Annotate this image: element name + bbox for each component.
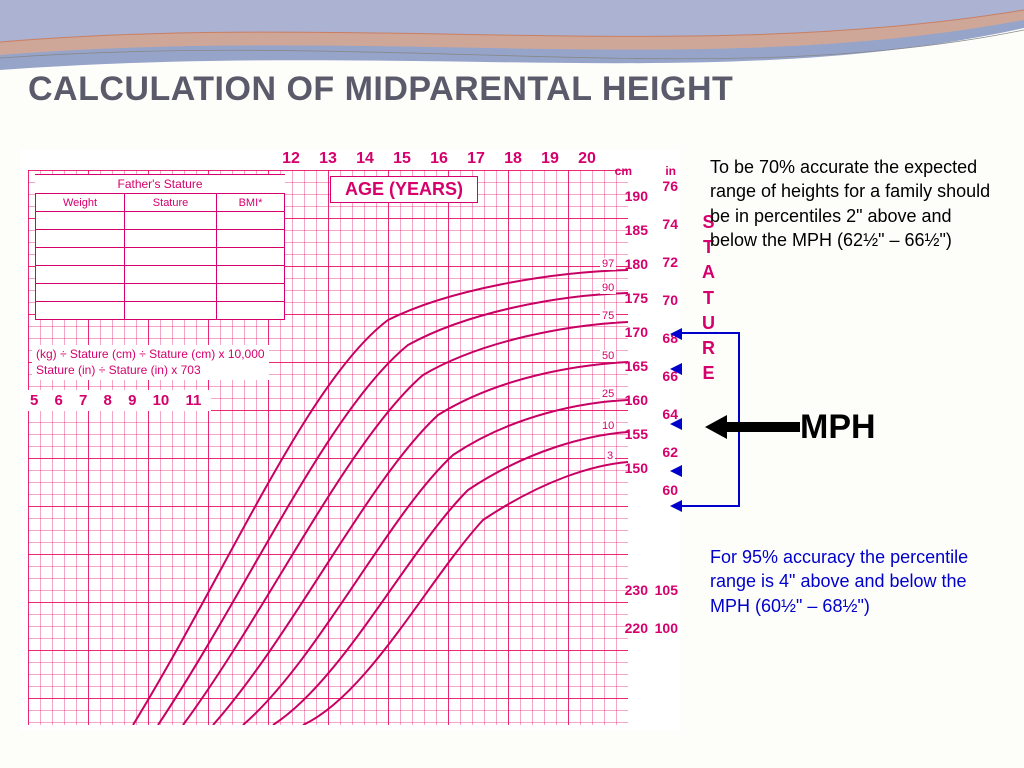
col-bmi: BMI*	[217, 194, 285, 212]
bracket-arrow-bottom	[670, 500, 682, 512]
col-stature: Stature	[125, 194, 217, 212]
lower-age-ticks: 5 6 7 8 9 10 11	[20, 390, 211, 411]
bracket-arrow-icon	[670, 363, 682, 375]
table-row	[36, 302, 285, 320]
cm-tick-lower: 220	[625, 620, 648, 636]
pct-label-50: 50	[600, 350, 616, 362]
cm-tick: 180	[625, 256, 648, 272]
cm-unit-label: cm	[615, 164, 632, 178]
in-tick: 60	[662, 482, 678, 498]
bracket-arrow-icon	[670, 465, 682, 477]
bmi-formula: (kg) ÷ Stature (cm) ÷ Stature (cm) x 10,…	[32, 345, 269, 380]
table-title: Father's Stature	[35, 174, 285, 193]
in-tick: 76	[662, 178, 678, 194]
cm-tick: 150	[625, 460, 648, 476]
cm-tick: 175	[625, 290, 648, 306]
pct-label-3: 3	[605, 450, 615, 462]
col-weight: Weight	[36, 194, 125, 212]
mph-label: MPH	[800, 408, 876, 447]
pct-label-10: 10	[600, 420, 616, 432]
pct-label-97: 97	[600, 258, 616, 270]
pct-label-90: 90	[600, 282, 616, 294]
table-row	[36, 284, 285, 302]
in-tick: 74	[662, 216, 678, 232]
bracket-arrow-top	[670, 328, 682, 340]
table-row	[36, 212, 285, 230]
growth-chart: 12 13 14 15 16 17 18 19 20 AGE (YEARS) 9…	[20, 150, 680, 730]
table-row	[36, 248, 285, 266]
slide-title: CALCULATION OF MIDPARENTAL HEIGHT	[28, 70, 733, 109]
table-row	[36, 230, 285, 248]
cm-tick: 165	[625, 358, 648, 374]
formula-line-2: Stature (in) ÷ Stature (in) x 703	[36, 363, 265, 379]
in-tick-lower: 100	[655, 620, 678, 636]
cm-tick: 160	[625, 392, 648, 408]
pct-label-75: 75	[600, 310, 616, 322]
note-70pct: To be 70% accurate the expected range of…	[710, 155, 1000, 252]
cm-tick-lower: 230	[625, 582, 648, 598]
bracket-arrow-mid	[670, 418, 682, 430]
in-unit-label: in	[665, 164, 676, 178]
note-95pct: For 95% accuracy the percentile range is…	[710, 545, 990, 618]
pct-label-25: 25	[600, 388, 616, 400]
cm-tick: 170	[625, 324, 648, 340]
cm-tick: 190	[625, 188, 648, 204]
table-row	[36, 266, 285, 284]
fathers-stature-table: Father's Stature Weight Stature BMI*	[35, 174, 285, 320]
cm-tick: 155	[625, 426, 648, 442]
formula-line-1: (kg) ÷ Stature (cm) ÷ Stature (cm) x 10,…	[36, 347, 265, 363]
cm-tick: 185	[625, 222, 648, 238]
in-tick: 72	[662, 254, 678, 270]
in-tick: 70	[662, 292, 678, 308]
in-tick-lower: 105	[655, 582, 678, 598]
mph-arrow-icon	[705, 415, 800, 439]
in-tick: 62	[662, 444, 678, 460]
